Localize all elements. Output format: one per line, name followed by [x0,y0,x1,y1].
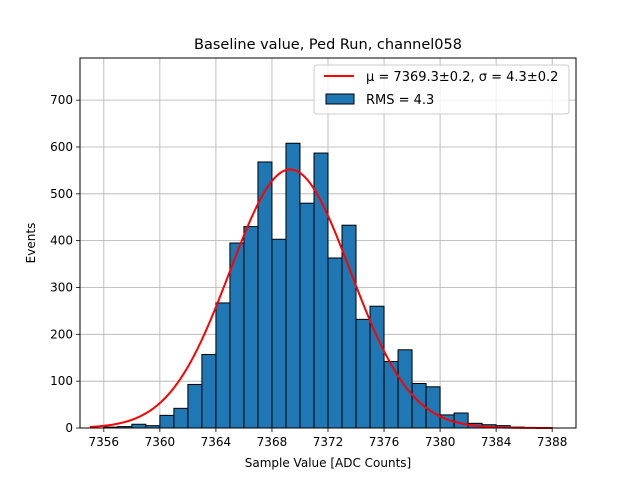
y-tick-label: 300 [50,280,73,294]
gaussian-fit-curve [89,168,553,429]
x-tick-label: 7364 [201,435,232,449]
histogram-bar [243,226,259,429]
histogram-bar [355,318,371,429]
x-tick-label: 7360 [145,435,176,449]
histogram-bar [159,414,175,429]
chart-title: Baseline value, Ped Run, channel058 [194,37,462,53]
x-axis-label: Sample Value [ADC Counts] [245,456,411,470]
histogram-bar [187,383,203,429]
legend-box [313,64,570,115]
legend-histogram-label: RMS = 4.3 [366,93,434,108]
histogram-bar [201,353,217,429]
legend-histogram-swatch [325,93,355,105]
histogram-bar [453,412,469,429]
histogram-bars [103,142,553,429]
y-tick-label: 100 [50,374,73,388]
x-axis-ticks: 7356 7360 7364 7368 7372 7376 7380 7384 7388 [89,428,568,449]
x-tick-label: 7372 [313,435,344,449]
histogram-bar [215,302,231,429]
histogram-bar [285,142,301,429]
legend: μ = 7369.3±0.2, σ = 4.3±0.2 RMS = 4.3 [313,64,570,115]
histogram-bar [327,257,343,429]
histogram-bar [173,407,189,429]
y-tick-label: 600 [50,140,73,154]
histogram-bar [271,238,287,429]
y-tick-label: 500 [50,187,73,201]
legend-fit-label: μ = 7369.3±0.2, σ = 4.3±0.2 [366,70,558,85]
histogram-bar [397,349,413,429]
y-axis-ticks: 0 100 200 300 400 500 600 700 [50,93,80,435]
histogram-bar [131,423,147,429]
histogram-bar [299,202,315,429]
x-tick-label: 7388 [537,435,568,449]
x-tick-label: 7368 [257,435,288,449]
y-tick-label: 200 [50,327,73,341]
y-axis-label: Events [24,223,38,264]
x-tick-label: 7376 [369,435,400,449]
histogram-bar [425,386,441,429]
y-tick-label: 700 [50,93,73,107]
y-tick-label: 400 [50,234,73,248]
x-tick-label: 7384 [481,435,512,449]
histogram-bar [229,242,245,429]
x-tick-label: 7380 [425,435,456,449]
y-tick-label: 0 [65,421,73,435]
x-tick-label: 7356 [89,435,120,449]
